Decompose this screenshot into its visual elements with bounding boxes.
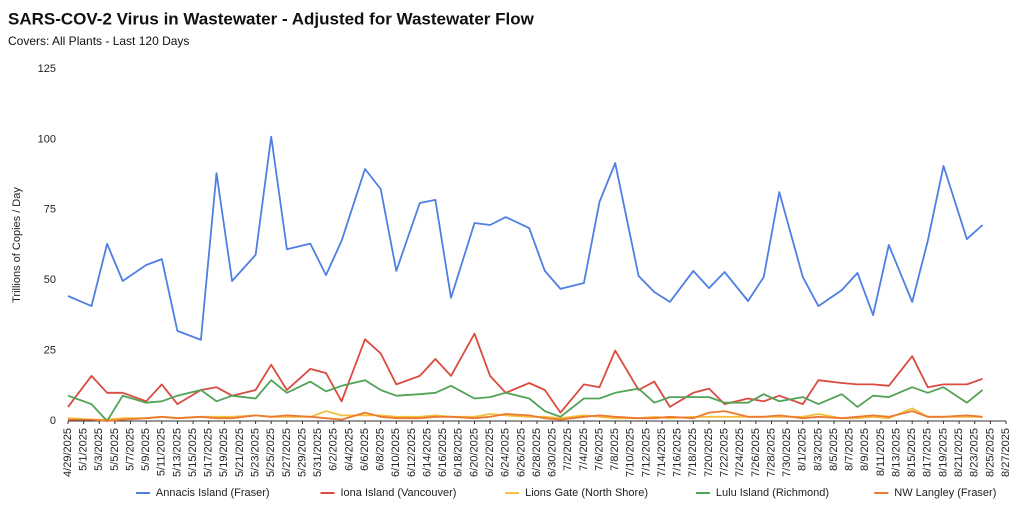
- x-tick-label: 6/26/2025: [515, 428, 527, 477]
- x-tick-label: 7/28/2025: [765, 428, 777, 477]
- x-tick-label: 5/3/2025: [93, 428, 105, 471]
- y-tick-label: 25: [44, 345, 56, 357]
- x-tick-label: 6/22/2025: [484, 428, 496, 477]
- x-tick-label: 6/6/2025: [359, 428, 371, 471]
- x-tick-label: 5/5/2025: [109, 428, 121, 471]
- x-tick-label: 8/7/2025: [844, 428, 856, 471]
- series-line: [67, 135, 984, 341]
- x-tick-label: 5/13/2025: [171, 428, 183, 477]
- x-tick-label: 6/10/2025: [390, 428, 402, 477]
- x-tick-label: 8/1/2025: [797, 428, 809, 471]
- x-tick-label: 8/21/2025: [953, 428, 965, 477]
- legend-label: Lions Gate (North Shore): [525, 487, 648, 499]
- x-tick-label: 8/17/2025: [922, 428, 934, 477]
- x-tick-label: 7/10/2025: [625, 428, 637, 477]
- y-tick-label: 100: [38, 133, 56, 145]
- chart-title: SARS-COV-2 Virus in Wastewater - Adjuste…: [8, 9, 535, 28]
- y-tick-label: 75: [44, 204, 56, 216]
- x-tick-label: 5/11/2025: [156, 428, 168, 476]
- x-tick-label: 8/3/2025: [812, 428, 824, 471]
- x-tick-label: 5/7/2025: [124, 428, 136, 471]
- x-tick-label: 7/6/2025: [593, 428, 605, 471]
- x-tick-label: 6/24/2025: [500, 428, 512, 477]
- x-tick-label: 7/2/2025: [562, 428, 574, 471]
- x-tick-label: 5/25/2025: [265, 428, 277, 477]
- x-tick-label: 8/13/2025: [890, 428, 902, 477]
- x-tick-label: 6/28/2025: [531, 428, 543, 477]
- x-tick-label: 6/14/2025: [421, 428, 433, 477]
- legend-label: NW Langley (Fraser): [894, 487, 996, 499]
- x-tick-label: 6/8/2025: [375, 428, 387, 471]
- x-tick-label: 5/31/2025: [312, 428, 324, 477]
- x-tick-label: 5/27/2025: [281, 428, 293, 477]
- y-axis-label: Trillions of Copies / Day: [11, 187, 23, 303]
- x-tick-label: 7/22/2025: [719, 428, 731, 477]
- y-tick-label: 0: [50, 415, 56, 427]
- legend-label: Iona Island (Vancouver): [341, 487, 457, 499]
- x-tick-label: 7/20/2025: [703, 428, 715, 477]
- x-tick-label: 8/15/2025: [906, 428, 918, 477]
- series-line: [67, 379, 984, 422]
- x-tick-label: 7/26/2025: [750, 428, 762, 477]
- y-tick-label: 125: [38, 63, 56, 75]
- x-tick-label: 7/4/2025: [578, 428, 590, 471]
- legend-label: Annacis Island (Fraser): [156, 487, 270, 499]
- series-line: [67, 407, 983, 421]
- legend-label: Lulu Island (Richmond): [716, 487, 829, 499]
- chart-subtitle: Covers: All Plants - Last 120 Days: [8, 34, 189, 48]
- x-tick-label: 6/16/2025: [437, 428, 449, 477]
- x-tick-label: 5/21/2025: [234, 428, 246, 477]
- x-tick-label: 6/2/2025: [328, 428, 340, 471]
- x-tick-label: 8/27/2025: [1000, 428, 1012, 477]
- x-tick-label: 5/17/2025: [203, 428, 215, 477]
- x-tick-label: 7/8/2025: [609, 428, 621, 471]
- x-tick-label: 6/18/2025: [453, 428, 465, 477]
- x-tick-label: 5/9/2025: [140, 428, 152, 471]
- x-tick-label: 7/30/2025: [781, 428, 793, 477]
- y-tick-label: 50: [44, 274, 56, 286]
- x-tick-label: 6/4/2025: [343, 428, 355, 471]
- x-tick-label: 4/29/2025: [62, 428, 74, 477]
- x-tick-label: 7/14/2025: [656, 428, 668, 477]
- series-line: [68, 410, 983, 422]
- x-tick-label: 5/23/2025: [250, 428, 262, 477]
- x-tick-label: 8/11/2025: [875, 428, 887, 476]
- x-tick-label: 8/19/2025: [937, 428, 949, 477]
- x-tick-label: 6/30/2025: [547, 428, 559, 477]
- series-line: [67, 332, 983, 414]
- x-tick-label: 6/20/2025: [468, 428, 480, 477]
- x-tick-label: 8/5/2025: [828, 428, 840, 471]
- x-tick-label: 5/1/2025: [78, 428, 90, 471]
- x-tick-label: 5/19/2025: [218, 428, 230, 477]
- x-tick-label: 7/16/2025: [672, 428, 684, 477]
- x-tick-label: 5/29/2025: [296, 428, 308, 477]
- x-tick-label: 6/12/2025: [406, 428, 418, 477]
- x-tick-label: 8/23/2025: [969, 428, 981, 477]
- x-tick-label: 7/18/2025: [687, 428, 699, 477]
- x-tick-label: 7/24/2025: [734, 428, 746, 477]
- x-tick-label: 8/9/2025: [859, 428, 871, 471]
- x-tick-label: 7/12/2025: [640, 428, 652, 477]
- x-tick-label: 5/15/2025: [187, 428, 199, 477]
- x-tick-label: 8/25/2025: [984, 428, 996, 477]
